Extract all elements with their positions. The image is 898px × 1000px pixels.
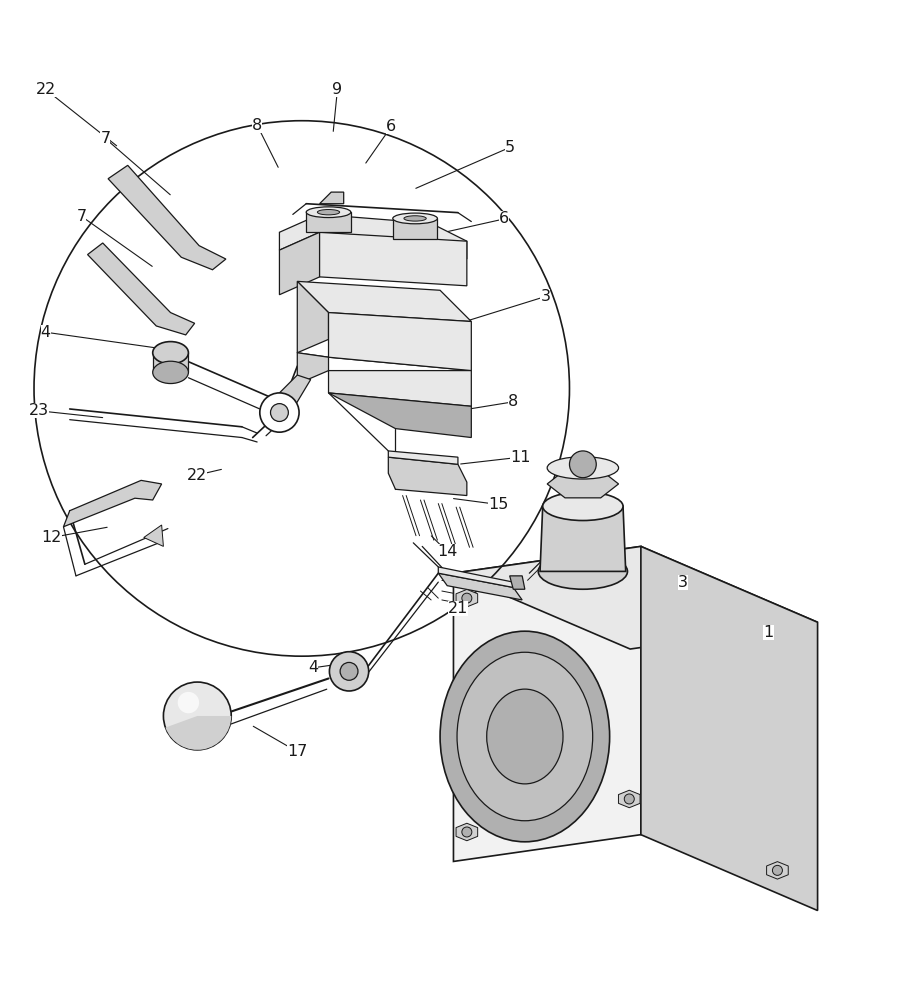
Polygon shape [329, 313, 471, 371]
Text: 22: 22 [187, 468, 207, 483]
Wedge shape [165, 716, 232, 750]
Ellipse shape [487, 689, 563, 784]
Text: 15: 15 [488, 497, 508, 512]
Circle shape [569, 451, 596, 478]
Text: 4: 4 [40, 325, 50, 340]
Polygon shape [279, 214, 467, 259]
Polygon shape [297, 281, 471, 322]
Text: 23: 23 [29, 403, 48, 418]
Text: 8: 8 [252, 118, 262, 133]
Ellipse shape [306, 207, 351, 218]
Polygon shape [64, 480, 162, 527]
Circle shape [772, 865, 782, 875]
Text: 7: 7 [76, 209, 86, 224]
Polygon shape [108, 165, 226, 270]
Text: 6: 6 [386, 119, 396, 134]
Text: 5: 5 [505, 140, 515, 155]
Polygon shape [392, 218, 437, 239]
Polygon shape [641, 546, 817, 911]
Polygon shape [438, 567, 514, 587]
Circle shape [270, 404, 288, 421]
Circle shape [340, 662, 358, 680]
Circle shape [178, 692, 199, 713]
Polygon shape [306, 212, 351, 232]
Text: 8: 8 [508, 394, 518, 409]
Polygon shape [456, 823, 478, 841]
Polygon shape [453, 546, 817, 649]
Polygon shape [388, 451, 458, 464]
Ellipse shape [404, 216, 427, 221]
Polygon shape [266, 375, 311, 429]
Text: 9: 9 [332, 82, 342, 97]
Ellipse shape [547, 457, 619, 479]
Ellipse shape [153, 361, 189, 384]
Polygon shape [144, 525, 163, 546]
Polygon shape [619, 790, 640, 808]
Text: 21: 21 [448, 601, 468, 616]
Text: 3: 3 [678, 575, 688, 590]
Polygon shape [320, 232, 467, 286]
Polygon shape [329, 393, 471, 438]
Polygon shape [279, 232, 320, 295]
Text: 17: 17 [287, 744, 307, 759]
Circle shape [462, 593, 471, 603]
Text: 14: 14 [437, 544, 457, 559]
Polygon shape [510, 576, 524, 589]
Text: 1: 1 [763, 625, 773, 640]
Polygon shape [320, 192, 344, 204]
Polygon shape [540, 506, 626, 571]
Text: 4: 4 [308, 660, 319, 675]
Circle shape [330, 652, 369, 691]
Polygon shape [388, 457, 467, 496]
Text: 12: 12 [41, 530, 62, 545]
Text: 7: 7 [101, 131, 110, 146]
Polygon shape [153, 353, 189, 372]
Text: 6: 6 [499, 211, 509, 226]
Text: 11: 11 [510, 450, 531, 465]
Circle shape [624, 794, 634, 804]
Text: 22: 22 [36, 82, 56, 97]
Circle shape [163, 682, 232, 750]
Ellipse shape [457, 652, 593, 821]
Polygon shape [456, 589, 478, 607]
Text: 3: 3 [541, 289, 550, 304]
Polygon shape [88, 243, 195, 335]
Ellipse shape [538, 554, 628, 589]
Ellipse shape [542, 492, 623, 521]
Circle shape [462, 827, 471, 837]
Ellipse shape [440, 631, 610, 842]
Circle shape [260, 393, 299, 432]
Polygon shape [297, 281, 329, 353]
Polygon shape [547, 470, 619, 498]
Ellipse shape [153, 342, 189, 364]
Polygon shape [767, 862, 788, 879]
Polygon shape [329, 371, 471, 406]
Polygon shape [438, 573, 522, 600]
Polygon shape [453, 546, 641, 861]
Ellipse shape [392, 213, 437, 224]
Polygon shape [297, 353, 329, 384]
Ellipse shape [317, 210, 339, 215]
